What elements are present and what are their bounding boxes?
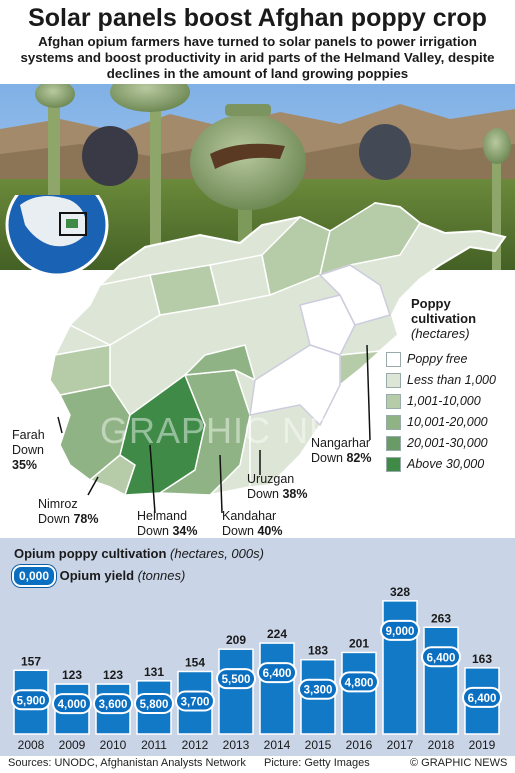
legend-swatch [386,415,401,430]
picture-credit: Picture: Getty Images [264,757,370,769]
yield-value-label: 5,900 [17,695,46,707]
legend-label: Poppy free [407,352,468,366]
bar-2016 [341,651,377,735]
page-title: Solar panels boost Afghan poppy crop [28,4,487,32]
legend-swatch [386,394,401,409]
yield-value-label: 3,600 [99,699,128,711]
label-farah: Farah Down 35% [12,428,45,472]
footer: Sources: UNODC, Afghanistan Analysts Net… [0,756,515,773]
yield-key-pill: 0,000 [12,565,56,587]
bar-value-label: 224 [267,627,287,641]
legend-label: 1,001-10,000 [407,394,481,408]
bar-2014 [259,642,295,735]
cultivation-bar-chart: 157 5,900 2008 123 4,000 2009 123 3,600 2010 131 5… [11,585,502,752]
label-kandahar: Kandahar Down 40% [222,509,283,538]
legend-label: Less than 1,000 [407,373,496,387]
afghanistan-map [5,195,507,514]
x-tick-label: 2010 [100,738,127,752]
yield-value-label: 4,800 [345,677,374,689]
label-leaders [57,344,371,514]
globe-inset [5,195,109,277]
yield-value-label: 9,000 [386,626,415,638]
x-tick-label: 2013 [223,738,250,752]
legend-label: 10,001-20,000 [407,415,488,429]
bar-value-label: 154 [185,655,205,669]
yield-pill [257,662,297,684]
bar-value-label: 183 [308,644,328,658]
graphic-credit: © GRAPHIC NEWS [410,757,508,769]
yield-value-label: 3,700 [181,696,210,708]
legend-label: 20,001-30,000 [407,436,488,450]
x-tick-label: 2014 [264,738,291,752]
legend-swatch [386,457,401,472]
bar-value-label: 157 [21,654,41,668]
poppy-field-photo [0,84,515,284]
bar-value-label: 123 [103,668,123,682]
label-nangarhar: Nangarhar Down 82% [311,436,372,465]
yield-value-label: 6,400 [468,693,497,705]
sources-text: Sources: UNODC, Afghanistan Analysts Net… [8,757,246,769]
yield-pill [52,693,92,715]
label-nimroz: Nimroz Down 78% [38,497,99,526]
chart-title: Opium poppy cultivation (hectares, 000s) [14,546,264,561]
yield-pill [134,693,174,714]
bar-value-label: 163 [472,652,492,666]
bar-value-label: 131 [144,665,164,679]
legend-swatch [386,436,401,451]
yield-pill [339,671,379,693]
bar-2013 [218,648,254,735]
yield-value-label: 6,400 [427,652,456,664]
legend-swatch [386,373,401,388]
yield-pill [421,646,461,668]
legend-label: Above 30,000 [407,457,485,471]
label-uruzgan: Uruzgan Down 38% [247,472,308,501]
yield-pill [11,689,51,711]
x-tick-label: 2011 [141,738,167,752]
yield-value-label: 3,300 [304,685,333,697]
page-subtitle: Afghan opium farmers have turned to sola… [20,34,495,81]
legend-title: Poppy cultivation [411,296,477,326]
yield-pill [93,693,133,715]
yield-value-label: 5,500 [222,674,251,686]
x-tick-label: 2012 [182,738,209,752]
yield-pill [298,678,338,700]
watermark: GRAPHIC NEWS [100,410,395,451]
yield-pill [175,690,215,712]
yield-value-label: 6,400 [263,668,292,680]
x-tick-label: 2019 [469,738,496,752]
bar-value-label: 209 [226,633,246,647]
legend-unit: (hectares) [411,326,470,341]
x-tick-label: 2016 [346,738,373,752]
bar-value-label: 123 [62,668,82,682]
yield-pill [462,686,502,708]
hero-photo [0,84,515,284]
yield-value-label: 4,000 [58,699,87,711]
province-shapes [49,202,421,497]
x-tick-label: 2018 [428,738,455,752]
x-tick-label: 2015 [305,738,332,752]
yield-value-label: 5,800 [140,699,169,711]
x-tick-label: 2008 [18,738,45,752]
bar-value-label: 328 [390,585,410,599]
bar-value-label: 263 [431,611,451,625]
bar-2018 [423,626,459,735]
label-helmand: Helmand Down 34% [137,509,198,538]
x-tick-label: 2017 [387,738,414,752]
x-tick-label: 2009 [59,738,86,752]
bar-value-label: 201 [349,636,369,650]
legend-swatch [386,352,401,367]
yield-pill [380,619,420,641]
yield-pill [216,668,256,690]
yield-key: 0,000 Opium yield (tonnes) [12,565,185,587]
